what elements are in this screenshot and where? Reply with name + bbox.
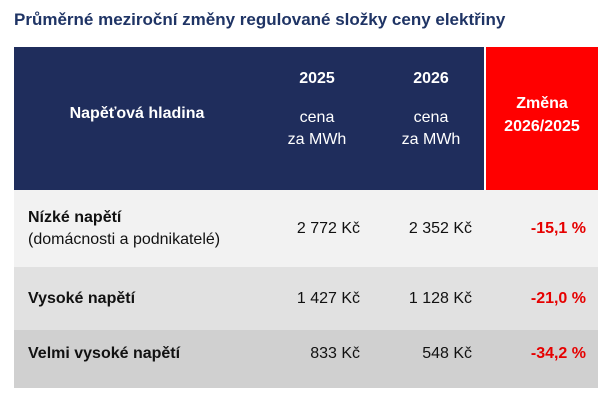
row-background [14,267,598,330]
header-unit: cena [413,109,449,126]
cell-change: -21,0 % [530,289,586,307]
header-background [14,47,484,190]
header-column: 2025 cena za MWh [262,70,372,160]
header-year: 2025 [299,70,335,87]
header-change-line: 2026/2025 [504,118,580,135]
header-change-line: Změna [516,95,568,112]
header-unit: cena [299,109,335,126]
header-unit: za MWh [401,131,461,148]
row-name: Nízké napětí [28,208,122,226]
header-change: Změna 2026/2025 [486,47,598,183]
header-column: 2026 cena za MWh [376,70,486,160]
header-year: 2026 [413,70,449,87]
cell-value: 548 Kč [422,345,472,362]
row-name: Vysoké napětí [28,289,136,307]
row-name: Velmi vysoké napětí [28,345,181,362]
cell-value: 1 128 Kč [408,289,472,307]
cell-value: 1 427 Kč [296,289,360,307]
header-change-background [486,47,598,190]
header-unit: za MWh [287,131,347,148]
row-note: (domácnosti a podnikatelé) [28,230,221,248]
cell-value: 2 772 Kč [296,219,360,237]
row-background [14,190,598,267]
cell-change: -15,1 % [530,219,586,237]
row-label: Nízké napětí (domácnosti a podnikatelé) [14,190,264,267]
cell-change: -34,2 % [530,345,586,362]
cell-value: 833 Kč [310,345,360,362]
cell-value: 2 352 Kč [408,219,472,237]
row-background [14,330,598,388]
title: Průměrné meziroční změny regulované slož… [14,10,506,29]
header-label: Napěťová hladina [69,104,205,122]
